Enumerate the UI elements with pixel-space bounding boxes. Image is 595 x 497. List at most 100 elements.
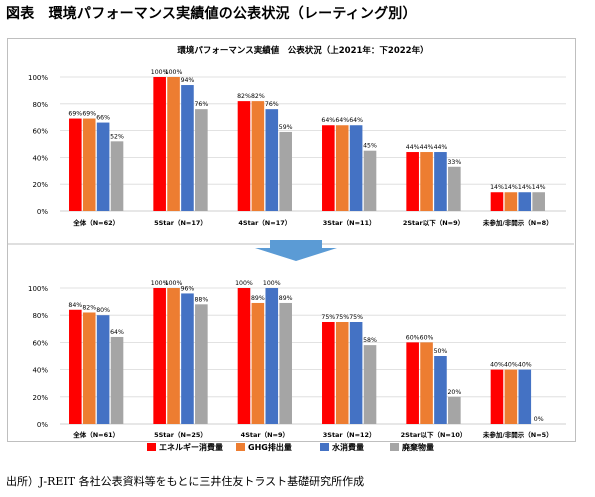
data-label: 100% (151, 69, 169, 76)
legend-label: GHG排出量 (248, 442, 292, 452)
bar (153, 77, 166, 211)
data-label: 14% (490, 184, 504, 191)
bar (110, 141, 124, 211)
bar (237, 101, 251, 211)
legend-label: 廃棄物量 (402, 442, 434, 452)
bar (167, 77, 180, 211)
y-tick-label: 0% (37, 421, 48, 429)
legend-label: エネルギー消費量 (159, 442, 223, 452)
data-label: 40% (490, 362, 504, 369)
data-label: 52% (110, 133, 124, 140)
category-label: 3Star（N=11） (323, 219, 376, 227)
legend-swatch (390, 443, 399, 451)
data-label: 80% (96, 307, 110, 314)
legend-swatch (147, 443, 156, 451)
data-label: 76% (265, 101, 279, 108)
bar (322, 322, 335, 424)
bar (279, 302, 292, 424)
bar (181, 85, 194, 211)
data-label: 14% (532, 184, 546, 191)
data-label: 40% (504, 362, 518, 369)
data-label: 14% (504, 184, 518, 191)
bar (349, 125, 363, 211)
y-tick-label: 40% (32, 367, 48, 375)
legend-label: 水消費量 (331, 442, 364, 452)
data-label: 60% (406, 334, 420, 341)
data-label: 100% (165, 280, 183, 287)
data-label: 64% (321, 117, 335, 124)
bar (96, 315, 110, 424)
data-label: 0% (534, 416, 544, 423)
data-label: 75% (335, 314, 349, 321)
category-label: 2Star以下（N=9） (403, 219, 464, 227)
data-label: 84% (68, 302, 82, 309)
data-label: 40% (518, 362, 532, 369)
bar (82, 118, 96, 211)
category-label: 未参加/非開示（N=8） (483, 218, 553, 227)
y-tick-label: 100% (28, 74, 48, 82)
bar (504, 192, 518, 211)
bar (406, 342, 419, 424)
data-label: 66% (96, 115, 110, 122)
chart-title: 環境パフォーマンス実績値 公表状況（上2021年：下2022年） (177, 45, 428, 56)
bar (518, 369, 532, 424)
bar (237, 288, 251, 424)
bar (69, 118, 82, 211)
category-label: 5Star（N=17） (154, 219, 207, 227)
data-label: 100% (235, 280, 253, 287)
bar (322, 125, 335, 211)
data-label: 76% (194, 101, 208, 108)
category-label: 未参加/非開示（N=5） (483, 430, 553, 439)
data-label: 100% (151, 280, 169, 287)
bar (251, 302, 265, 424)
data-label: 59% (279, 124, 293, 131)
data-label: 88% (194, 296, 208, 303)
legend-swatch (320, 443, 329, 451)
data-label: 44% (434, 144, 448, 151)
bar (110, 336, 124, 424)
data-label: 14% (518, 184, 532, 191)
bar (448, 396, 461, 424)
data-label: 94% (181, 77, 195, 84)
data-label: 82% (251, 93, 265, 100)
data-label: 96% (181, 285, 195, 292)
bar (448, 166, 461, 211)
data-label: 75% (321, 314, 335, 321)
y-tick-label: 80% (32, 101, 48, 109)
y-tick-label: 60% (32, 339, 48, 347)
legend-swatch (236, 443, 245, 451)
data-label: 44% (420, 144, 434, 151)
bar (349, 322, 363, 424)
bar (69, 309, 82, 424)
bar (434, 152, 447, 211)
bar (82, 312, 96, 424)
category-label: 全体（N=61） (72, 430, 119, 439)
category-label: 4Star（N=9） (241, 431, 289, 439)
category-label: 4Star（N=17） (238, 219, 291, 227)
bar (363, 345, 377, 424)
data-label: 64% (335, 117, 349, 124)
data-label: 50% (434, 348, 448, 355)
data-label: 69% (82, 111, 96, 118)
y-tick-label: 0% (37, 208, 48, 216)
bar (518, 192, 532, 211)
y-tick-label: 20% (32, 181, 48, 189)
bar (265, 109, 279, 211)
data-label: 60% (420, 334, 434, 341)
data-label: 82% (82, 304, 96, 311)
bar (532, 192, 545, 211)
bar (406, 152, 419, 211)
category-label: 全体（N=62） (72, 218, 119, 227)
bar (265, 288, 279, 424)
data-label: 82% (237, 93, 251, 100)
bar (434, 356, 447, 424)
data-label: 64% (110, 329, 124, 336)
y-tick-label: 60% (32, 128, 48, 136)
category-label: 5Star（N=25） (154, 431, 207, 439)
data-label: 100% (263, 280, 281, 287)
data-label: 44% (406, 144, 420, 151)
bar (335, 322, 349, 424)
bar (420, 342, 433, 424)
data-label: 20% (447, 389, 461, 396)
